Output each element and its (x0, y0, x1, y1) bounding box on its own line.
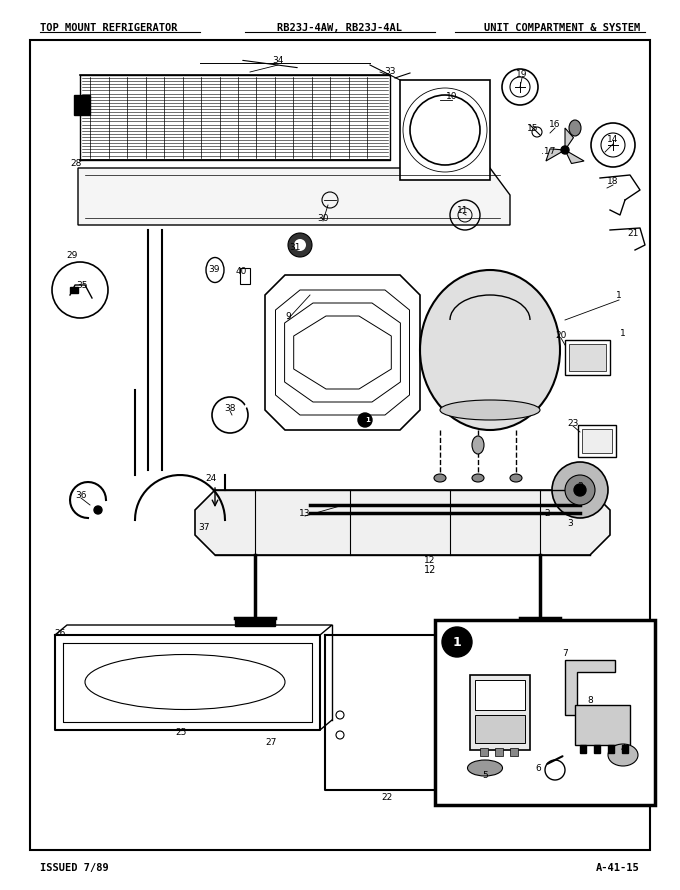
Ellipse shape (440, 400, 540, 420)
Text: 4: 4 (620, 743, 626, 753)
Circle shape (552, 462, 608, 518)
Text: 34: 34 (272, 55, 284, 64)
Bar (565, 340, 610, 375)
Bar (569, 344, 606, 371)
Text: A-41-15: A-41-15 (596, 863, 640, 873)
Text: 33: 33 (384, 67, 396, 76)
Ellipse shape (472, 474, 484, 482)
Text: 1: 1 (366, 417, 371, 423)
Ellipse shape (434, 474, 446, 482)
Bar (435, 620, 655, 805)
Text: 31: 31 (289, 242, 301, 252)
Polygon shape (565, 128, 573, 150)
Ellipse shape (608, 744, 638, 766)
Circle shape (358, 413, 372, 427)
Bar (608, 745, 614, 753)
Text: 12: 12 (424, 555, 436, 564)
Text: 9: 9 (285, 312, 291, 320)
Text: 13: 13 (299, 508, 311, 517)
Text: 27: 27 (265, 738, 277, 747)
Text: 1: 1 (620, 328, 626, 337)
Bar (622, 745, 628, 753)
Circle shape (288, 233, 312, 257)
Text: UNIT COMPARTMENT & SYSTEM: UNIT COMPARTMENT & SYSTEM (483, 23, 640, 33)
Text: 7: 7 (562, 649, 568, 658)
Text: 20: 20 (556, 330, 566, 339)
Text: 24: 24 (205, 473, 217, 482)
Bar (470, 675, 530, 750)
Text: 6: 6 (535, 764, 541, 773)
Text: 35: 35 (76, 280, 88, 289)
Text: 26: 26 (54, 628, 66, 637)
Bar (70, 287, 78, 293)
Text: 15: 15 (527, 124, 539, 133)
Text: 1: 1 (616, 290, 622, 300)
Bar (575, 705, 630, 745)
Bar (74, 95, 90, 115)
Ellipse shape (569, 120, 581, 136)
Text: 40: 40 (235, 266, 247, 276)
Text: 22: 22 (381, 792, 392, 802)
Text: 14: 14 (607, 134, 619, 143)
FancyArrowPatch shape (547, 756, 562, 764)
Polygon shape (565, 150, 584, 164)
Polygon shape (565, 660, 615, 715)
Circle shape (565, 475, 595, 505)
Circle shape (94, 506, 102, 514)
Text: 29: 29 (67, 250, 78, 260)
Bar (580, 745, 586, 753)
Circle shape (561, 146, 569, 154)
Text: 38: 38 (224, 403, 236, 412)
Bar (520, 618, 560, 626)
Polygon shape (195, 490, 610, 555)
Bar (475, 680, 525, 710)
Bar (510, 748, 518, 756)
Text: 25: 25 (175, 727, 187, 737)
Bar (235, 618, 275, 626)
Bar (240, 268, 250, 284)
Text: 21: 21 (628, 229, 639, 238)
Text: .17: .17 (541, 147, 555, 156)
Text: TOP MOUNT REFRIGERATOR: TOP MOUNT REFRIGERATOR (40, 23, 177, 33)
Bar (582, 429, 612, 453)
Text: 37: 37 (199, 522, 209, 531)
Text: 39: 39 (208, 264, 220, 273)
Text: 2: 2 (544, 508, 550, 517)
Circle shape (294, 239, 306, 251)
Text: 8: 8 (587, 695, 593, 705)
Ellipse shape (420, 270, 560, 430)
Ellipse shape (510, 474, 522, 482)
Bar (578, 425, 616, 457)
Text: 10: 10 (446, 92, 458, 101)
Text: 19: 19 (516, 69, 528, 78)
Bar (475, 715, 525, 743)
Text: 11: 11 (457, 206, 469, 214)
Text: 3: 3 (567, 519, 573, 528)
Bar (400, 80, 490, 180)
Text: 16: 16 (549, 119, 561, 128)
Polygon shape (78, 168, 510, 225)
Text: 28: 28 (70, 158, 82, 167)
Text: 23: 23 (567, 418, 579, 427)
Text: 1: 1 (453, 635, 461, 649)
Text: RB23J-4AW, RB23J-4AL: RB23J-4AW, RB23J-4AL (277, 23, 403, 33)
Polygon shape (265, 275, 420, 430)
Text: 5: 5 (482, 771, 488, 780)
Bar (495, 748, 503, 756)
Text: 12: 12 (424, 565, 436, 575)
Polygon shape (546, 149, 565, 161)
Text: 30: 30 (318, 214, 328, 222)
Circle shape (442, 627, 472, 657)
Circle shape (574, 484, 586, 496)
Ellipse shape (472, 436, 484, 454)
Text: 3: 3 (577, 481, 583, 490)
Text: 18: 18 (607, 176, 619, 185)
Ellipse shape (467, 760, 503, 776)
Text: ISSUED 7/89: ISSUED 7/89 (40, 863, 109, 873)
Bar (594, 745, 600, 753)
Text: 36: 36 (75, 490, 87, 499)
Bar (480, 748, 488, 756)
